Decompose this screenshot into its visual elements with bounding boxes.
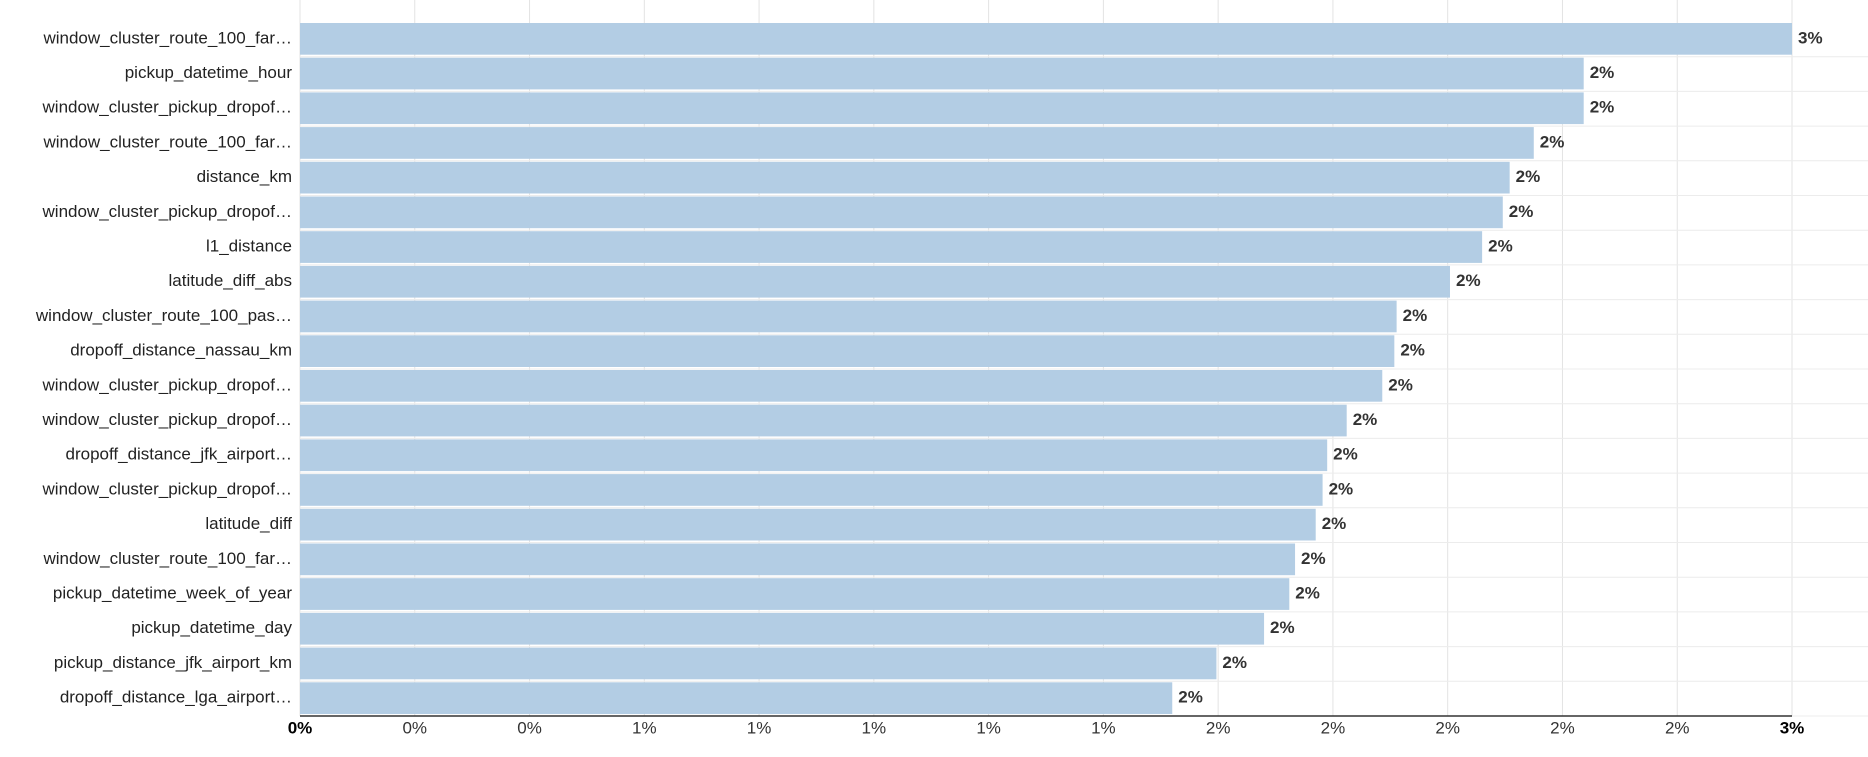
- bar: [300, 474, 1323, 506]
- x-tick-label: 0%: [402, 718, 427, 737]
- value-label: 2%: [1295, 584, 1320, 603]
- x-tick-label: 0%: [288, 718, 313, 737]
- value-label: 2%: [1353, 410, 1378, 429]
- x-tick-label: 3%: [1780, 718, 1805, 737]
- y-tick-label: window_cluster_pickup_dropof…: [42, 410, 292, 429]
- bar: [300, 647, 1217, 680]
- y-tick-label: window_cluster_route_100_far…: [42, 549, 292, 568]
- value-label: 2%: [1178, 688, 1203, 707]
- x-tick-label: 1%: [747, 718, 772, 737]
- value-label: 2%: [1403, 306, 1428, 325]
- value-label: 2%: [1516, 167, 1541, 186]
- bar: [300, 404, 1347, 437]
- y-tick-label: window_cluster_pickup_dropof…: [42, 479, 292, 498]
- bar: [300, 335, 1395, 367]
- bar: [300, 57, 1584, 90]
- y-tick-label: window_cluster_route_100_far…: [42, 132, 292, 151]
- bar: [300, 370, 1383, 402]
- y-tick-label: pickup_distance_jfk_airport_km: [54, 653, 292, 672]
- bar: [300, 578, 1290, 610]
- x-tick-label: 2%: [1550, 718, 1575, 737]
- x-tick-label: 1%: [976, 718, 1001, 737]
- x-tick-label: 1%: [862, 718, 887, 737]
- value-label: 2%: [1590, 63, 1615, 82]
- y-tick-label: pickup_datetime_hour: [125, 63, 293, 82]
- value-label: 2%: [1400, 341, 1425, 360]
- y-tick-label: window_cluster_pickup_dropof…: [42, 375, 292, 394]
- y-tick-label: window_cluster_pickup_dropof…: [42, 202, 292, 221]
- x-tick-label: 2%: [1206, 718, 1231, 737]
- bar: [300, 300, 1397, 333]
- value-label: 3%: [1798, 28, 1823, 47]
- x-tick-label: 2%: [1665, 718, 1690, 737]
- y-tick-label: window_cluster_route_100_far…: [42, 28, 292, 47]
- value-label: 2%: [1322, 514, 1347, 533]
- bar: [300, 508, 1316, 541]
- value-label: 2%: [1222, 653, 1247, 672]
- y-tick-label: window_cluster_pickup_dropof…: [42, 98, 292, 117]
- bar: [300, 92, 1584, 125]
- value-label: 2%: [1456, 271, 1481, 290]
- x-tick-label: 2%: [1435, 718, 1460, 737]
- value-label: 2%: [1509, 202, 1534, 221]
- bar: [300, 682, 1173, 714]
- bar: [300, 265, 1450, 298]
- bar: [300, 127, 1534, 159]
- x-tick-label: 0%: [517, 718, 542, 737]
- value-label: 2%: [1388, 375, 1413, 394]
- y-tick-label: dropoff_distance_jfk_airport…: [66, 445, 293, 464]
- bar: [300, 439, 1328, 472]
- value-label: 2%: [1590, 98, 1615, 117]
- value-label: 2%: [1540, 132, 1565, 151]
- y-tick-label: pickup_datetime_week_of_year: [53, 584, 292, 603]
- value-label: 2%: [1270, 618, 1295, 637]
- y-tick-label: dropoff_distance_lga_airport…: [60, 688, 292, 707]
- y-tick-label: pickup_datetime_day: [131, 618, 292, 637]
- y-tick-label: l1_distance: [206, 237, 292, 256]
- bar: [300, 612, 1265, 645]
- x-tick-label: 2%: [1321, 718, 1346, 737]
- y-tick-label: latitude_diff_abs: [168, 271, 292, 290]
- value-label: 2%: [1333, 445, 1358, 464]
- y-tick-label: window_cluster_route_100_pas…: [35, 306, 292, 325]
- x-tick-label: 1%: [632, 718, 657, 737]
- value-label: 2%: [1301, 549, 1326, 568]
- bar: [300, 161, 1510, 194]
- bar: [300, 543, 1296, 576]
- bar: [300, 231, 1483, 263]
- value-label: 2%: [1329, 479, 1354, 498]
- y-tick-label: latitude_diff: [205, 514, 292, 533]
- y-tick-label: distance_km: [197, 167, 292, 186]
- y-tick-label: dropoff_distance_nassau_km: [70, 341, 292, 360]
- bar: [300, 23, 1792, 55]
- value-label: 2%: [1488, 237, 1513, 256]
- bar: [300, 196, 1503, 229]
- x-tick-label: 1%: [1091, 718, 1116, 737]
